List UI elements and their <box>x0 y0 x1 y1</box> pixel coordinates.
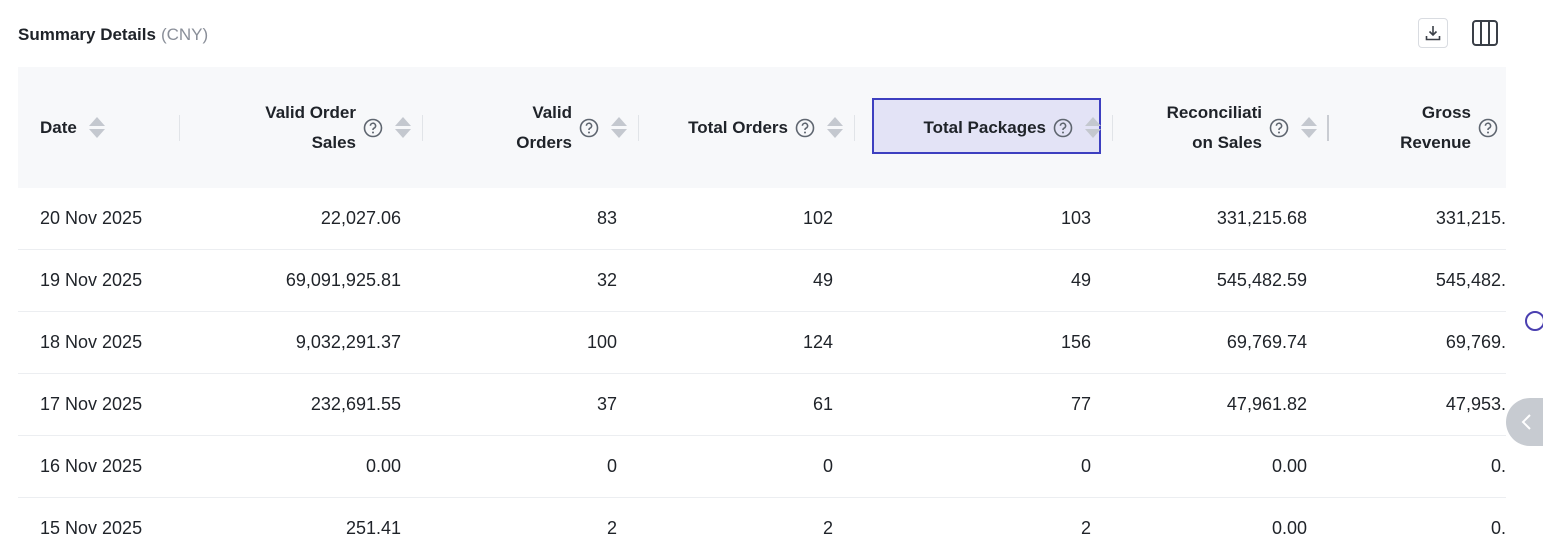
total-orders-cell: 49 <box>639 249 855 312</box>
reconciliation-sales-cell: 545,482.59 <box>1113 249 1329 312</box>
valid-order-sales-cell: 69,091,925.81 <box>180 249 423 312</box>
sort-icon[interactable] <box>88 117 105 138</box>
column-header-reconciliation-sales[interactable]: Reconciliati on Sales <box>1113 67 1329 188</box>
column-header-label: Date <box>40 117 77 137</box>
column-header-total-orders[interactable]: Total Orders <box>639 67 855 188</box>
total-packages-cell: 2 <box>855 497 1113 557</box>
help-circle-icon[interactable] <box>795 118 815 138</box>
total-packages-cell: 0 <box>855 435 1113 498</box>
summary-table-container[interactable]: Date Valid Order Sales <box>18 67 1506 557</box>
table-row: 17 Nov 2025 232,691.55 37 61 77 47,961.8… <box>18 373 1506 436</box>
table-header-row: Date Valid Order Sales <box>18 67 1506 188</box>
column-header-label: Total Packages <box>923 117 1046 137</box>
column-divider[interactable] <box>1112 115 1113 141</box>
date-cell: 15 Nov 2025 <box>18 497 180 557</box>
date-cell: 16 Nov 2025 <box>18 435 180 498</box>
column-divider[interactable] <box>638 115 639 141</box>
valid-order-sales-cell: 9,032,291.37 <box>180 311 423 374</box>
column-header-label: Total Orders <box>688 117 788 137</box>
help-circle-icon[interactable] <box>363 118 383 138</box>
total-orders-cell: 2 <box>639 497 855 557</box>
column-header-label: Valid Orders <box>516 102 572 152</box>
sort-icon[interactable] <box>611 117 627 138</box>
help-circle-icon[interactable] <box>579 118 599 138</box>
date-cell: 19 Nov 2025 <box>18 249 180 312</box>
sort-icon[interactable] <box>395 117 411 138</box>
currency-label: (CNY) <box>160 25 209 44</box>
column-header-label: Gross Revenue <box>1400 102 1471 152</box>
gross-revenue-cell: 0.0 <box>1329 497 1506 557</box>
collapse-sidebar-button[interactable] <box>1506 398 1543 446</box>
column-divider[interactable] <box>179 115 180 141</box>
section-header: Summary Details (CNY) <box>18 22 208 48</box>
reconciliation-sales-cell: 0.00 <box>1113 497 1329 557</box>
column-header-label: Valid Order Sales <box>265 102 356 152</box>
valid-orders-cell: 2 <box>423 497 639 557</box>
reconciliation-sales-cell: 47,961.82 <box>1113 373 1329 436</box>
valid-order-sales-cell: 232,691.55 <box>180 373 423 436</box>
valid-order-sales-cell: 0.00 <box>180 435 423 498</box>
total-packages-cell: 77 <box>855 373 1113 436</box>
valid-order-sales-cell: 22,027.06 <box>180 188 423 250</box>
column-highlight <box>872 98 1101 154</box>
total-packages-cell: 103 <box>855 188 1113 250</box>
column-settings-button[interactable] <box>1470 18 1500 48</box>
reconciliation-sales-cell: 331,215.68 <box>1113 188 1329 250</box>
sort-icon[interactable] <box>1085 117 1101 138</box>
gross-revenue-cell: 545,482.5 <box>1329 249 1506 312</box>
gross-revenue-cell: 47,953.6 <box>1329 373 1506 436</box>
total-packages-cell: 156 <box>855 311 1113 374</box>
help-circle-icon[interactable] <box>1478 118 1498 138</box>
floating-ring-button[interactable] <box>1525 311 1543 331</box>
column-header-label: Reconciliati on Sales <box>1166 102 1262 152</box>
reconciliation-sales-cell: 0.00 <box>1113 435 1329 498</box>
section-title: Summary Details <box>18 25 156 44</box>
total-orders-cell: 0 <box>639 435 855 498</box>
column-header-valid-order-sales[interactable]: Valid Order Sales <box>180 67 423 188</box>
column-divider[interactable] <box>422 115 423 141</box>
gross-revenue-cell: 0.0 <box>1329 435 1506 498</box>
sort-icon[interactable] <box>827 117 843 138</box>
sort-icon[interactable] <box>1301 117 1317 138</box>
column-header-total-packages[interactable]: Total Packages <box>855 67 1113 188</box>
total-packages-cell: 49 <box>855 249 1113 312</box>
reconciliation-sales-cell: 69,769.74 <box>1113 311 1329 374</box>
columns-icon <box>1472 20 1498 46</box>
table-row: 19 Nov 2025 69,091,925.81 32 49 49 545,4… <box>18 249 1506 312</box>
date-cell: 20 Nov 2025 <box>18 188 180 250</box>
column-header-gross-revenue[interactable]: Gross Revenue <box>1329 67 1506 188</box>
chevron-left-icon <box>1521 414 1531 430</box>
table-row: 16 Nov 2025 0.00 0 0 0 0.00 0.0 <box>18 435 1506 498</box>
download-icon <box>1425 26 1441 41</box>
summary-table: Date Valid Order Sales <box>18 67 1506 557</box>
column-divider[interactable] <box>1327 115 1329 141</box>
help-circle-icon[interactable] <box>1053 118 1073 138</box>
column-header-date[interactable]: Date <box>18 67 180 188</box>
valid-orders-cell: 83 <box>423 188 639 250</box>
table-row: 15 Nov 2025 251.41 2 2 2 0.00 0.0 <box>18 497 1506 557</box>
valid-orders-cell: 32 <box>423 249 639 312</box>
total-orders-cell: 61 <box>639 373 855 436</box>
table-row: 18 Nov 2025 9,032,291.37 100 124 156 69,… <box>18 311 1506 374</box>
valid-orders-cell: 0 <box>423 435 639 498</box>
column-header-valid-orders[interactable]: Valid Orders <box>423 67 639 188</box>
valid-orders-cell: 37 <box>423 373 639 436</box>
total-orders-cell: 102 <box>639 188 855 250</box>
valid-orders-cell: 100 <box>423 311 639 374</box>
help-circle-icon[interactable] <box>1269 118 1289 138</box>
gross-revenue-cell: 331,215.9 <box>1329 188 1506 250</box>
download-button[interactable] <box>1418 18 1448 48</box>
gross-revenue-cell: 69,769.6 <box>1329 311 1506 374</box>
date-cell: 17 Nov 2025 <box>18 373 180 436</box>
date-cell: 18 Nov 2025 <box>18 311 180 374</box>
column-divider[interactable] <box>854 115 855 141</box>
total-orders-cell: 124 <box>639 311 855 374</box>
table-row: 20 Nov 2025 22,027.06 83 102 103 331,215… <box>18 188 1506 250</box>
valid-order-sales-cell: 251.41 <box>180 497 423 557</box>
